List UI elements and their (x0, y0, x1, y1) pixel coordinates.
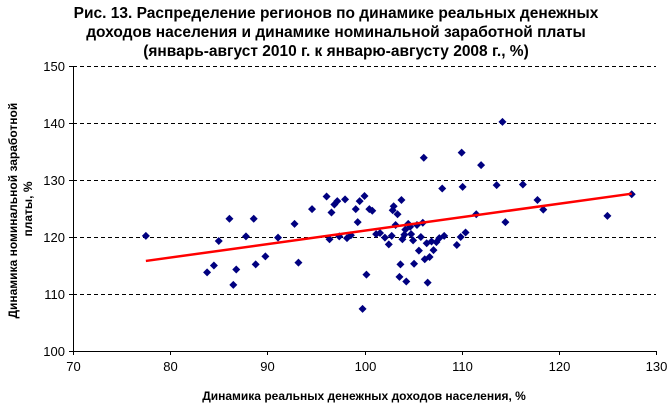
y-tick-label-150: 150 (43, 59, 65, 74)
data-point-6 (232, 265, 241, 274)
y-tick-label-130: 130 (43, 173, 65, 188)
data-point-51 (409, 236, 418, 245)
data-point-68 (452, 240, 461, 249)
data-point-8 (249, 214, 258, 223)
data-point-24 (351, 205, 360, 214)
data-point-41 (395, 272, 404, 281)
data-point-72 (461, 228, 470, 237)
data-point-42 (396, 260, 405, 269)
data-point-17 (327, 208, 336, 217)
chart-title-line-1: Рис. 13. Распределение регионов по динам… (73, 5, 599, 22)
data-point-31 (368, 206, 377, 215)
data-point-76 (498, 117, 507, 126)
data-point-26 (355, 197, 364, 206)
data-point-25 (353, 218, 362, 227)
x-tick-label-130: 130 (646, 359, 668, 374)
data-point-11 (274, 233, 283, 242)
data-point-16 (325, 235, 334, 244)
data-point-57 (419, 153, 428, 162)
y-axis-label-line-2: платы, % (21, 181, 35, 236)
data-point-62 (427, 237, 436, 246)
data-point-35 (384, 240, 393, 249)
data-point-50 (407, 230, 416, 239)
data-point-36 (387, 231, 396, 240)
data-point-70 (457, 148, 466, 157)
data-point-9 (251, 260, 260, 269)
data-point-34 (380, 233, 389, 242)
x-tick-label-90: 90 (260, 359, 274, 374)
data-point-54 (414, 246, 423, 255)
data-point-79 (533, 195, 542, 204)
data-point-71 (458, 182, 467, 191)
data-point-29 (362, 270, 371, 279)
data-point-28 (360, 191, 369, 200)
data-point-55 (416, 233, 425, 241)
data-point-33 (376, 229, 385, 238)
trend-line (145, 192, 632, 263)
chart-title: Рис. 13. Распределение регионов по динам… (0, 4, 672, 61)
x-tick-label-120: 120 (549, 359, 571, 374)
y-tick-label-100: 100 (43, 344, 65, 359)
chart-title-line-2: доходов населения и динамике номинальной… (86, 24, 586, 41)
chart-title-line-3: (январь-август 2010 г. к январю-августу … (143, 43, 529, 60)
x-tick-label-70: 70 (66, 359, 80, 374)
data-point-10 (261, 252, 270, 261)
data-point-0 (141, 231, 150, 240)
data-point-80 (539, 205, 548, 214)
data-point-40 (393, 210, 402, 219)
x-tick-label-110: 110 (452, 359, 473, 374)
data-point-15 (322, 192, 331, 201)
data-point-61 (425, 252, 434, 261)
data-point-27 (358, 304, 367, 313)
data-point-4 (225, 214, 234, 223)
data-point-12 (290, 219, 299, 228)
data-point-78 (518, 180, 527, 189)
data-point-21 (341, 195, 350, 204)
data-point-14 (308, 205, 317, 214)
x-tick-labels: 70 80 90 100 110 120 130 (66, 359, 667, 374)
data-point-19 (333, 197, 342, 206)
y-axis-label: Динамика номинальной заработной платы, % (6, 99, 35, 318)
data-point-38 (389, 202, 398, 211)
data-point-1 (203, 268, 212, 277)
y-tick-label-140: 140 (43, 116, 65, 131)
data-point-69 (456, 233, 465, 241)
data-point-45 (400, 230, 409, 239)
data-point-7 (241, 232, 250, 241)
data-point-43 (397, 195, 406, 204)
gridlines (73, 66, 656, 295)
y-axis-label-line-1: Динамика номинальной заработной (6, 103, 20, 319)
data-point-47 (402, 277, 411, 286)
y-tick-labels: 100 110 120 130 140 150 (43, 59, 65, 359)
data-point-75 (492, 181, 501, 190)
data-point-77 (501, 218, 510, 227)
data-point-67 (440, 231, 449, 240)
data-point-60 (423, 278, 432, 287)
data-point-66 (438, 184, 447, 193)
data-point-63 (429, 246, 438, 255)
axes (69, 66, 657, 355)
data-point-2 (209, 261, 218, 270)
data-point-81 (603, 211, 612, 220)
y-tick-label-110: 110 (44, 287, 65, 302)
x-tick-label-100: 100 (355, 359, 377, 374)
y-tick-label-120: 120 (43, 230, 65, 245)
data-point-13 (294, 258, 303, 267)
data-point-5 (229, 280, 238, 289)
data-point-52 (410, 259, 419, 268)
data-points (141, 117, 636, 313)
x-axis-label: Динамика реальных денежных доходов насел… (202, 389, 526, 403)
data-point-3 (214, 236, 223, 245)
x-tick-label-80: 80 (163, 359, 177, 374)
data-point-74 (477, 161, 486, 170)
